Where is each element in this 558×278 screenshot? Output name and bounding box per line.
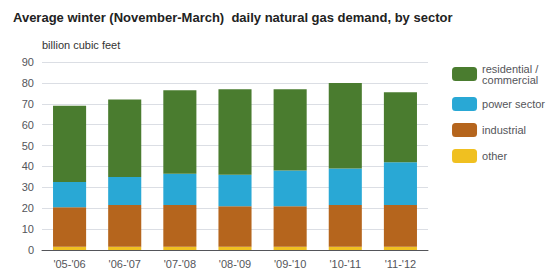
svg-text:'10-'11: '10-'11	[330, 258, 362, 270]
svg-text:10: 10	[22, 223, 34, 235]
svg-text:'07-'08: '07-'08	[164, 258, 196, 270]
svg-text:industrial: industrial	[482, 124, 526, 136]
svg-text:Average winter (November-March: Average winter (November-March) daily na…	[13, 10, 452, 25]
svg-text:20: 20	[22, 202, 34, 214]
svg-text:50: 50	[22, 140, 34, 152]
svg-text:90: 90	[22, 56, 34, 68]
svg-text:'06-'07: '06-'07	[109, 258, 141, 270]
svg-text:commercial: commercial	[482, 74, 538, 86]
svg-text:'05-'06: '05-'06	[53, 258, 85, 270]
svg-text:billion cubic feet: billion cubic feet	[42, 39, 120, 51]
svg-text:70: 70	[22, 98, 34, 110]
svg-text:other: other	[482, 150, 507, 162]
svg-text:'11-'12: '11-'12	[385, 258, 417, 270]
svg-text:0: 0	[28, 244, 34, 256]
svg-text:'08-'09: '08-'09	[219, 258, 251, 270]
svg-text:60: 60	[22, 119, 34, 131]
svg-text:40: 40	[22, 160, 34, 172]
svg-text:30: 30	[22, 181, 34, 193]
svg-text:80: 80	[22, 77, 34, 89]
svg-text:residential /: residential /	[482, 62, 539, 75]
svg-text:power sector: power sector	[482, 98, 545, 110]
svg-text:'09-'10: '09-'10	[274, 258, 306, 270]
